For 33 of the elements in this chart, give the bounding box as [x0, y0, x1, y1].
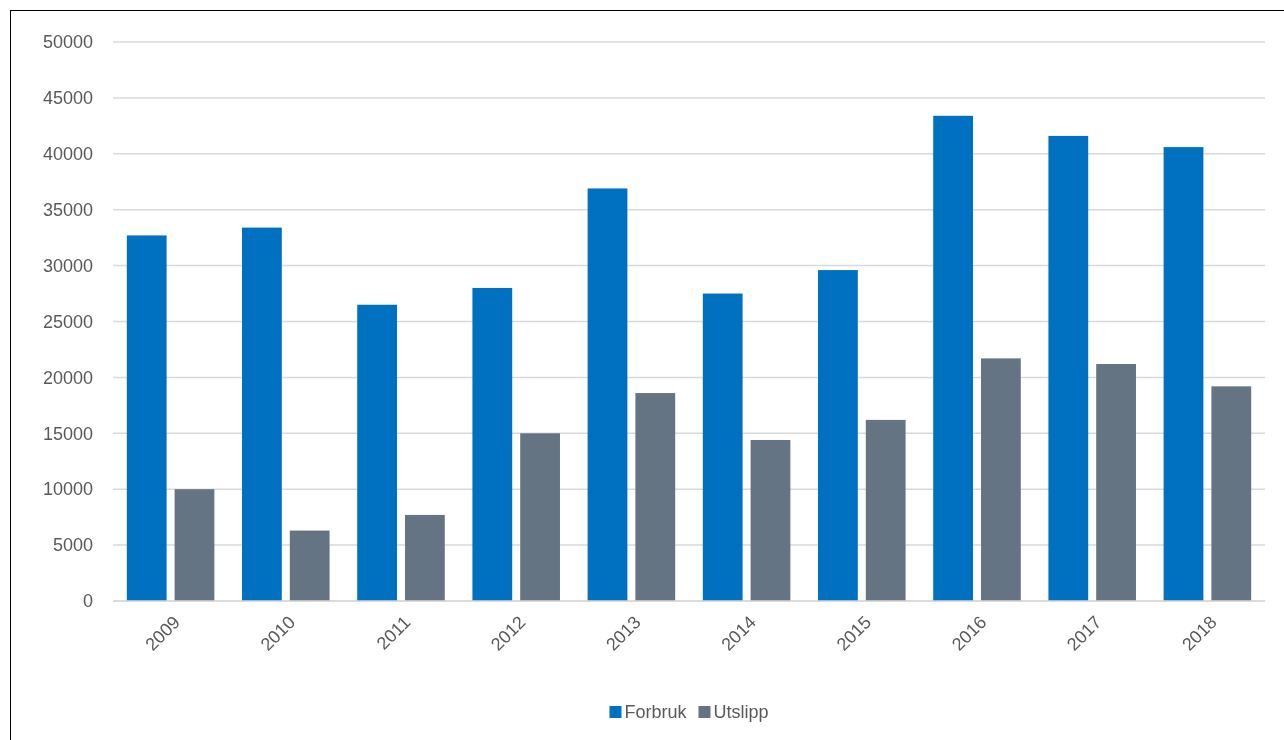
y-tick-label: 0 — [82, 591, 93, 612]
y-tick-label: 25000 — [42, 311, 93, 332]
bar — [1096, 363, 1136, 601]
y-tick-label: 50000 — [42, 32, 93, 53]
bar — [1048, 135, 1089, 601]
bar — [405, 514, 445, 601]
bar — [126, 235, 167, 601]
y-tick-label: 45000 — [42, 88, 93, 109]
y-tick-label: 35000 — [42, 199, 93, 220]
bar — [587, 188, 628, 601]
bar — [242, 227, 282, 601]
bar — [520, 433, 560, 601]
y-tick-label: 15000 — [42, 423, 93, 444]
bar — [750, 440, 791, 601]
y-tick-label: 30000 — [42, 255, 93, 276]
bar — [702, 293, 743, 601]
legend-label: Utslipp — [713, 702, 769, 723]
bar — [981, 358, 1021, 601]
bar — [1211, 386, 1252, 601]
bar — [865, 419, 906, 601]
bar — [174, 489, 215, 601]
legend-label: Forbruk — [624, 702, 688, 723]
bar — [635, 393, 676, 601]
bar — [472, 287, 513, 601]
y-tick-label: 20000 — [42, 367, 93, 388]
bar — [933, 115, 973, 601]
bar — [289, 530, 330, 601]
y-tick-label: 5000 — [52, 535, 93, 556]
y-tick-label: 40000 — [42, 144, 93, 165]
bar — [357, 304, 397, 601]
y-tick-label: 10000 — [42, 479, 93, 500]
bar — [818, 270, 858, 601]
bar — [1163, 147, 1204, 601]
